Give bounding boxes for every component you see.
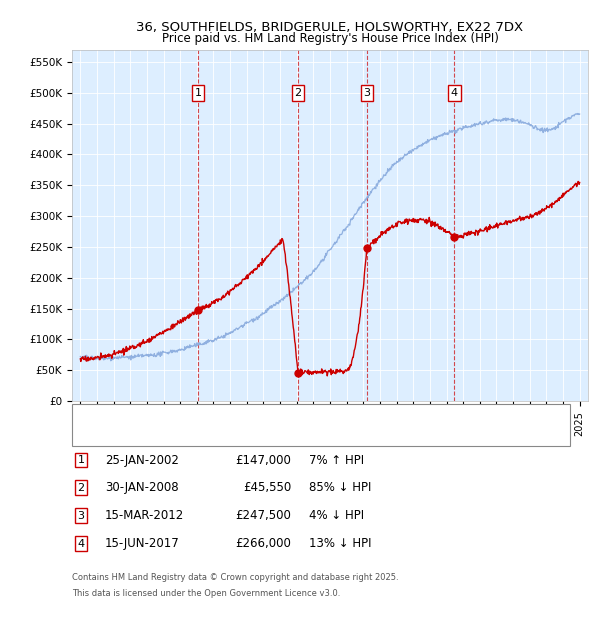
Text: 7% ↑ HPI: 7% ↑ HPI (309, 454, 364, 466)
Text: Contains HM Land Registry data © Crown copyright and database right 2025.: Contains HM Land Registry data © Crown c… (72, 574, 398, 583)
Text: ——: —— (81, 409, 106, 422)
Text: £266,000: £266,000 (235, 538, 291, 550)
Text: 36, SOUTHFIELDS, BRIDGERULE, HOLSWORTHY, EX22 7DX (detached house): 36, SOUTHFIELDS, BRIDGERULE, HOLSWORTHY,… (105, 410, 504, 420)
Text: 3: 3 (77, 511, 85, 521)
Text: 15-JUN-2017: 15-JUN-2017 (105, 538, 180, 550)
Text: ——: —— (81, 428, 106, 440)
Text: 4% ↓ HPI: 4% ↓ HPI (309, 510, 364, 522)
Text: 2: 2 (295, 88, 302, 98)
Text: 15-MAR-2012: 15-MAR-2012 (105, 510, 184, 522)
Text: £147,000: £147,000 (235, 454, 291, 466)
Text: 1: 1 (77, 455, 85, 465)
Text: 1: 1 (194, 88, 202, 98)
Text: 36, SOUTHFIELDS, BRIDGERULE, HOLSWORTHY, EX22 7DX: 36, SOUTHFIELDS, BRIDGERULE, HOLSWORTHY,… (136, 22, 524, 34)
Text: 30-JAN-2008: 30-JAN-2008 (105, 482, 179, 494)
Text: Price paid vs. HM Land Registry's House Price Index (HPI): Price paid vs. HM Land Registry's House … (161, 32, 499, 45)
Text: 2: 2 (77, 483, 85, 493)
Text: 13% ↓ HPI: 13% ↓ HPI (309, 538, 371, 550)
Text: 3: 3 (363, 88, 370, 98)
Text: £247,500: £247,500 (235, 510, 291, 522)
Text: 4: 4 (77, 539, 85, 549)
Text: 4: 4 (451, 88, 458, 98)
Text: This data is licensed under the Open Government Licence v3.0.: This data is licensed under the Open Gov… (72, 589, 340, 598)
Text: £45,550: £45,550 (243, 482, 291, 494)
Text: 85% ↓ HPI: 85% ↓ HPI (309, 482, 371, 494)
Text: 25-JAN-2002: 25-JAN-2002 (105, 454, 179, 466)
Text: HPI: Average price, detached house, Torridge: HPI: Average price, detached house, Torr… (105, 429, 340, 439)
